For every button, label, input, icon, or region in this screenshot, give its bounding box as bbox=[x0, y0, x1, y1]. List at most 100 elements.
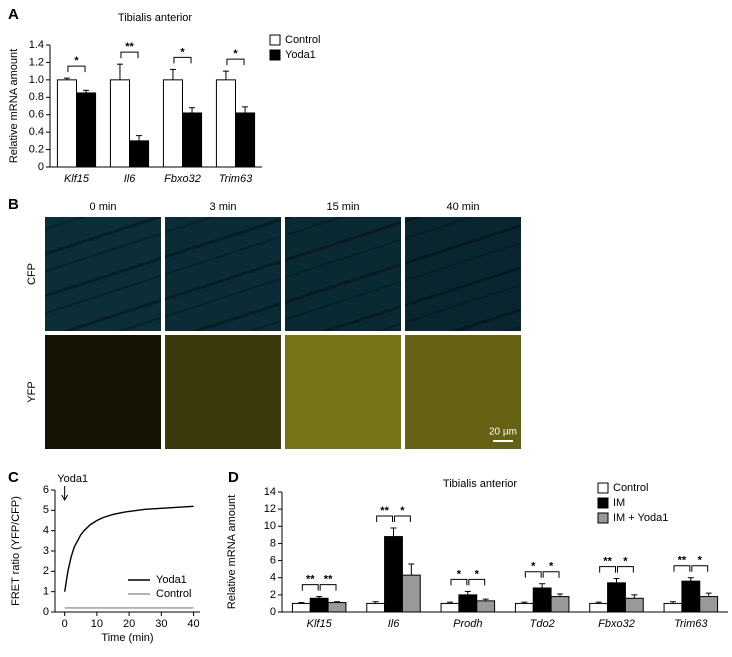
legend-label: Yoda1 bbox=[285, 49, 316, 61]
x-tick-label: Klf15 bbox=[307, 618, 333, 630]
legend-label: Yoda1 bbox=[156, 574, 187, 586]
y-tick-label: 14 bbox=[264, 486, 276, 498]
significance-bracket bbox=[226, 58, 245, 66]
y-tick-label: 0 bbox=[43, 606, 49, 618]
image-texture bbox=[285, 217, 401, 331]
panel-label: D bbox=[228, 469, 239, 486]
bar bbox=[76, 92, 97, 168]
significance-bracket bbox=[319, 584, 337, 591]
y-tick-label: 4 bbox=[43, 525, 49, 537]
y-axis-label: FRET ratio (YFP/CFP) bbox=[10, 496, 22, 606]
significance-bracket bbox=[524, 571, 542, 578]
bar bbox=[589, 602, 609, 613]
significance-bracket bbox=[542, 571, 560, 578]
y-tick-label: 1.4 bbox=[29, 39, 44, 51]
column-label: 0 min bbox=[90, 201, 117, 213]
x-tick-label: Trim63 bbox=[219, 173, 253, 185]
bar bbox=[366, 602, 386, 613]
significance-label: * bbox=[233, 48, 238, 60]
significance-label: * bbox=[180, 46, 185, 58]
significance-bracket bbox=[376, 515, 393, 522]
y-axis-label: Relative mRNA amount bbox=[8, 49, 20, 163]
chart-title: Tibialis anterior bbox=[118, 12, 193, 24]
column-label: 15 min bbox=[326, 201, 359, 213]
y-tick-label: 0.4 bbox=[29, 126, 44, 138]
bar bbox=[182, 112, 203, 168]
x-axis-label: Time (min) bbox=[101, 632, 153, 644]
x-tick-label: Fbxo32 bbox=[164, 173, 201, 185]
legend-label: Control bbox=[156, 588, 191, 600]
microscopy-image bbox=[45, 335, 161, 449]
bar bbox=[607, 582, 626, 613]
significance-bracket bbox=[691, 565, 709, 572]
x-tick-label: Prodh bbox=[453, 618, 482, 630]
significance-label: ** bbox=[306, 573, 315, 585]
bar bbox=[56, 79, 77, 168]
panel-label: A bbox=[8, 6, 19, 23]
bar bbox=[129, 140, 150, 168]
bar bbox=[681, 580, 701, 613]
x-tick-label: 40 bbox=[187, 618, 199, 630]
legend-label: IM bbox=[613, 497, 625, 509]
significance-label: * bbox=[698, 555, 703, 567]
bar bbox=[327, 602, 347, 613]
significance-bracket bbox=[450, 578, 468, 586]
significance-bracket bbox=[301, 584, 319, 591]
legend-label: Control bbox=[613, 482, 648, 494]
bar bbox=[309, 597, 329, 613]
significance-label: ** bbox=[324, 573, 333, 585]
x-tick-label: 0 bbox=[62, 618, 68, 630]
y-tick-label: 8 bbox=[270, 537, 276, 549]
bar bbox=[476, 600, 496, 613]
significance-label: * bbox=[400, 505, 405, 517]
bar bbox=[624, 597, 644, 613]
y-tick-label: 0.8 bbox=[29, 91, 44, 103]
x-tick-label: Klf15 bbox=[64, 173, 90, 185]
y-tick-label: 6 bbox=[270, 554, 276, 566]
significance-label: ** bbox=[603, 555, 612, 567]
x-tick-label: 20 bbox=[123, 618, 135, 630]
legend-swatch bbox=[269, 34, 281, 46]
significance-label: ** bbox=[380, 505, 389, 517]
microscopy-image bbox=[285, 335, 401, 449]
x-tick-label: Tdo2 bbox=[530, 618, 555, 630]
annotation: Yoda1 bbox=[57, 473, 88, 485]
bar bbox=[458, 594, 478, 613]
bar bbox=[215, 79, 236, 168]
bar bbox=[109, 79, 130, 168]
bar bbox=[384, 536, 403, 613]
panel-label: C bbox=[8, 469, 19, 486]
panel-label: B bbox=[8, 196, 19, 213]
y-axis-label: Relative mRNA amount bbox=[226, 495, 238, 609]
y-tick-label: 4 bbox=[270, 572, 276, 584]
bar bbox=[162, 79, 183, 168]
bar bbox=[514, 602, 534, 613]
significance-label: * bbox=[531, 561, 536, 573]
y-tick-label: 0 bbox=[38, 161, 44, 173]
significance-label: * bbox=[549, 561, 554, 573]
bar bbox=[291, 602, 311, 613]
line-series bbox=[64, 505, 194, 592]
bar bbox=[440, 602, 460, 613]
significance-bracket bbox=[67, 65, 86, 73]
significance-bracket bbox=[173, 56, 192, 64]
significance-bracket bbox=[468, 578, 486, 586]
y-tick-label: 3 bbox=[43, 545, 49, 557]
image-texture bbox=[405, 217, 521, 331]
significance-bracket bbox=[673, 565, 691, 572]
bar bbox=[663, 602, 683, 613]
legend-swatch bbox=[597, 497, 609, 509]
y-tick-label: 2 bbox=[43, 565, 49, 577]
x-tick-label: Il6 bbox=[388, 618, 401, 630]
y-tick-label: 0 bbox=[270, 606, 276, 618]
y-tick-label: 0.2 bbox=[29, 143, 44, 155]
significance-label: * bbox=[457, 568, 462, 580]
y-tick-label: 1 bbox=[43, 586, 49, 598]
bar bbox=[532, 587, 552, 613]
y-tick-label: 0.6 bbox=[29, 109, 44, 121]
y-tick-label: 12 bbox=[264, 503, 276, 515]
y-tick-label: 2 bbox=[270, 589, 276, 601]
legend-swatch bbox=[597, 482, 609, 494]
x-tick-label: Trim63 bbox=[674, 618, 708, 630]
